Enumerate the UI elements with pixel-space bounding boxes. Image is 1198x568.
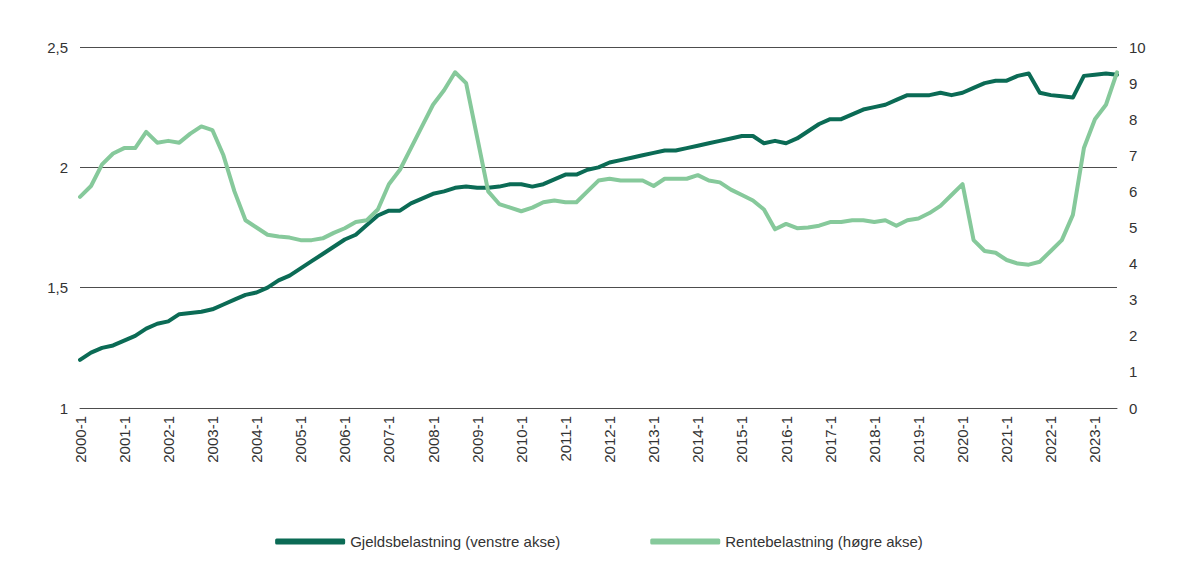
svg-text:2004-1: 2004-1 [248, 416, 265, 463]
svg-text:2010-1: 2010-1 [513, 416, 530, 463]
svg-text:2015-1: 2015-1 [733, 416, 750, 463]
svg-text:2017-1: 2017-1 [822, 416, 839, 463]
svg-text:0: 0 [1129, 400, 1137, 417]
svg-text:2013-1: 2013-1 [645, 416, 662, 463]
svg-text:4: 4 [1129, 255, 1137, 272]
svg-text:2003-1: 2003-1 [204, 416, 221, 463]
svg-text:2011-1: 2011-1 [557, 416, 574, 462]
svg-text:2018-1: 2018-1 [866, 416, 883, 463]
svg-text:2008-1: 2008-1 [425, 416, 442, 463]
svg-text:1: 1 [60, 400, 68, 417]
svg-text:2000-1: 2000-1 [72, 416, 89, 463]
svg-text:Rentebelastning (høgre akse): Rentebelastning (høgre akse) [725, 533, 923, 550]
svg-text:6: 6 [1129, 183, 1137, 200]
svg-text:2: 2 [60, 159, 68, 176]
svg-text:2022-1: 2022-1 [1042, 416, 1059, 463]
svg-text:7: 7 [1129, 147, 1137, 164]
svg-text:2019-1: 2019-1 [910, 416, 927, 463]
svg-text:Gjeldsbelastning (venstre akse: Gjeldsbelastning (venstre akse) [350, 533, 560, 550]
svg-text:8: 8 [1129, 111, 1137, 128]
svg-text:2020-1: 2020-1 [954, 416, 971, 463]
svg-text:1: 1 [1129, 363, 1137, 380]
svg-text:2021-1: 2021-1 [998, 416, 1015, 463]
svg-text:5: 5 [1129, 219, 1137, 236]
svg-text:2007-1: 2007-1 [380, 416, 397, 463]
svg-text:2014-1: 2014-1 [689, 416, 706, 463]
svg-text:3: 3 [1129, 291, 1137, 308]
svg-text:2012-1: 2012-1 [601, 416, 618, 463]
svg-text:2005-1: 2005-1 [292, 416, 309, 463]
svg-text:2006-1: 2006-1 [336, 416, 353, 463]
svg-text:10: 10 [1129, 39, 1146, 56]
svg-text:2002-1: 2002-1 [160, 416, 177, 463]
svg-text:2009-1: 2009-1 [469, 416, 486, 463]
svg-text:2,5: 2,5 [47, 39, 68, 56]
svg-text:1,5: 1,5 [47, 279, 68, 296]
svg-text:2023-1: 2023-1 [1086, 416, 1103, 463]
svg-text:9: 9 [1129, 75, 1137, 92]
svg-text:2: 2 [1129, 327, 1137, 344]
svg-text:2016-1: 2016-1 [778, 416, 795, 463]
svg-text:2001-1: 2001-1 [116, 416, 133, 463]
